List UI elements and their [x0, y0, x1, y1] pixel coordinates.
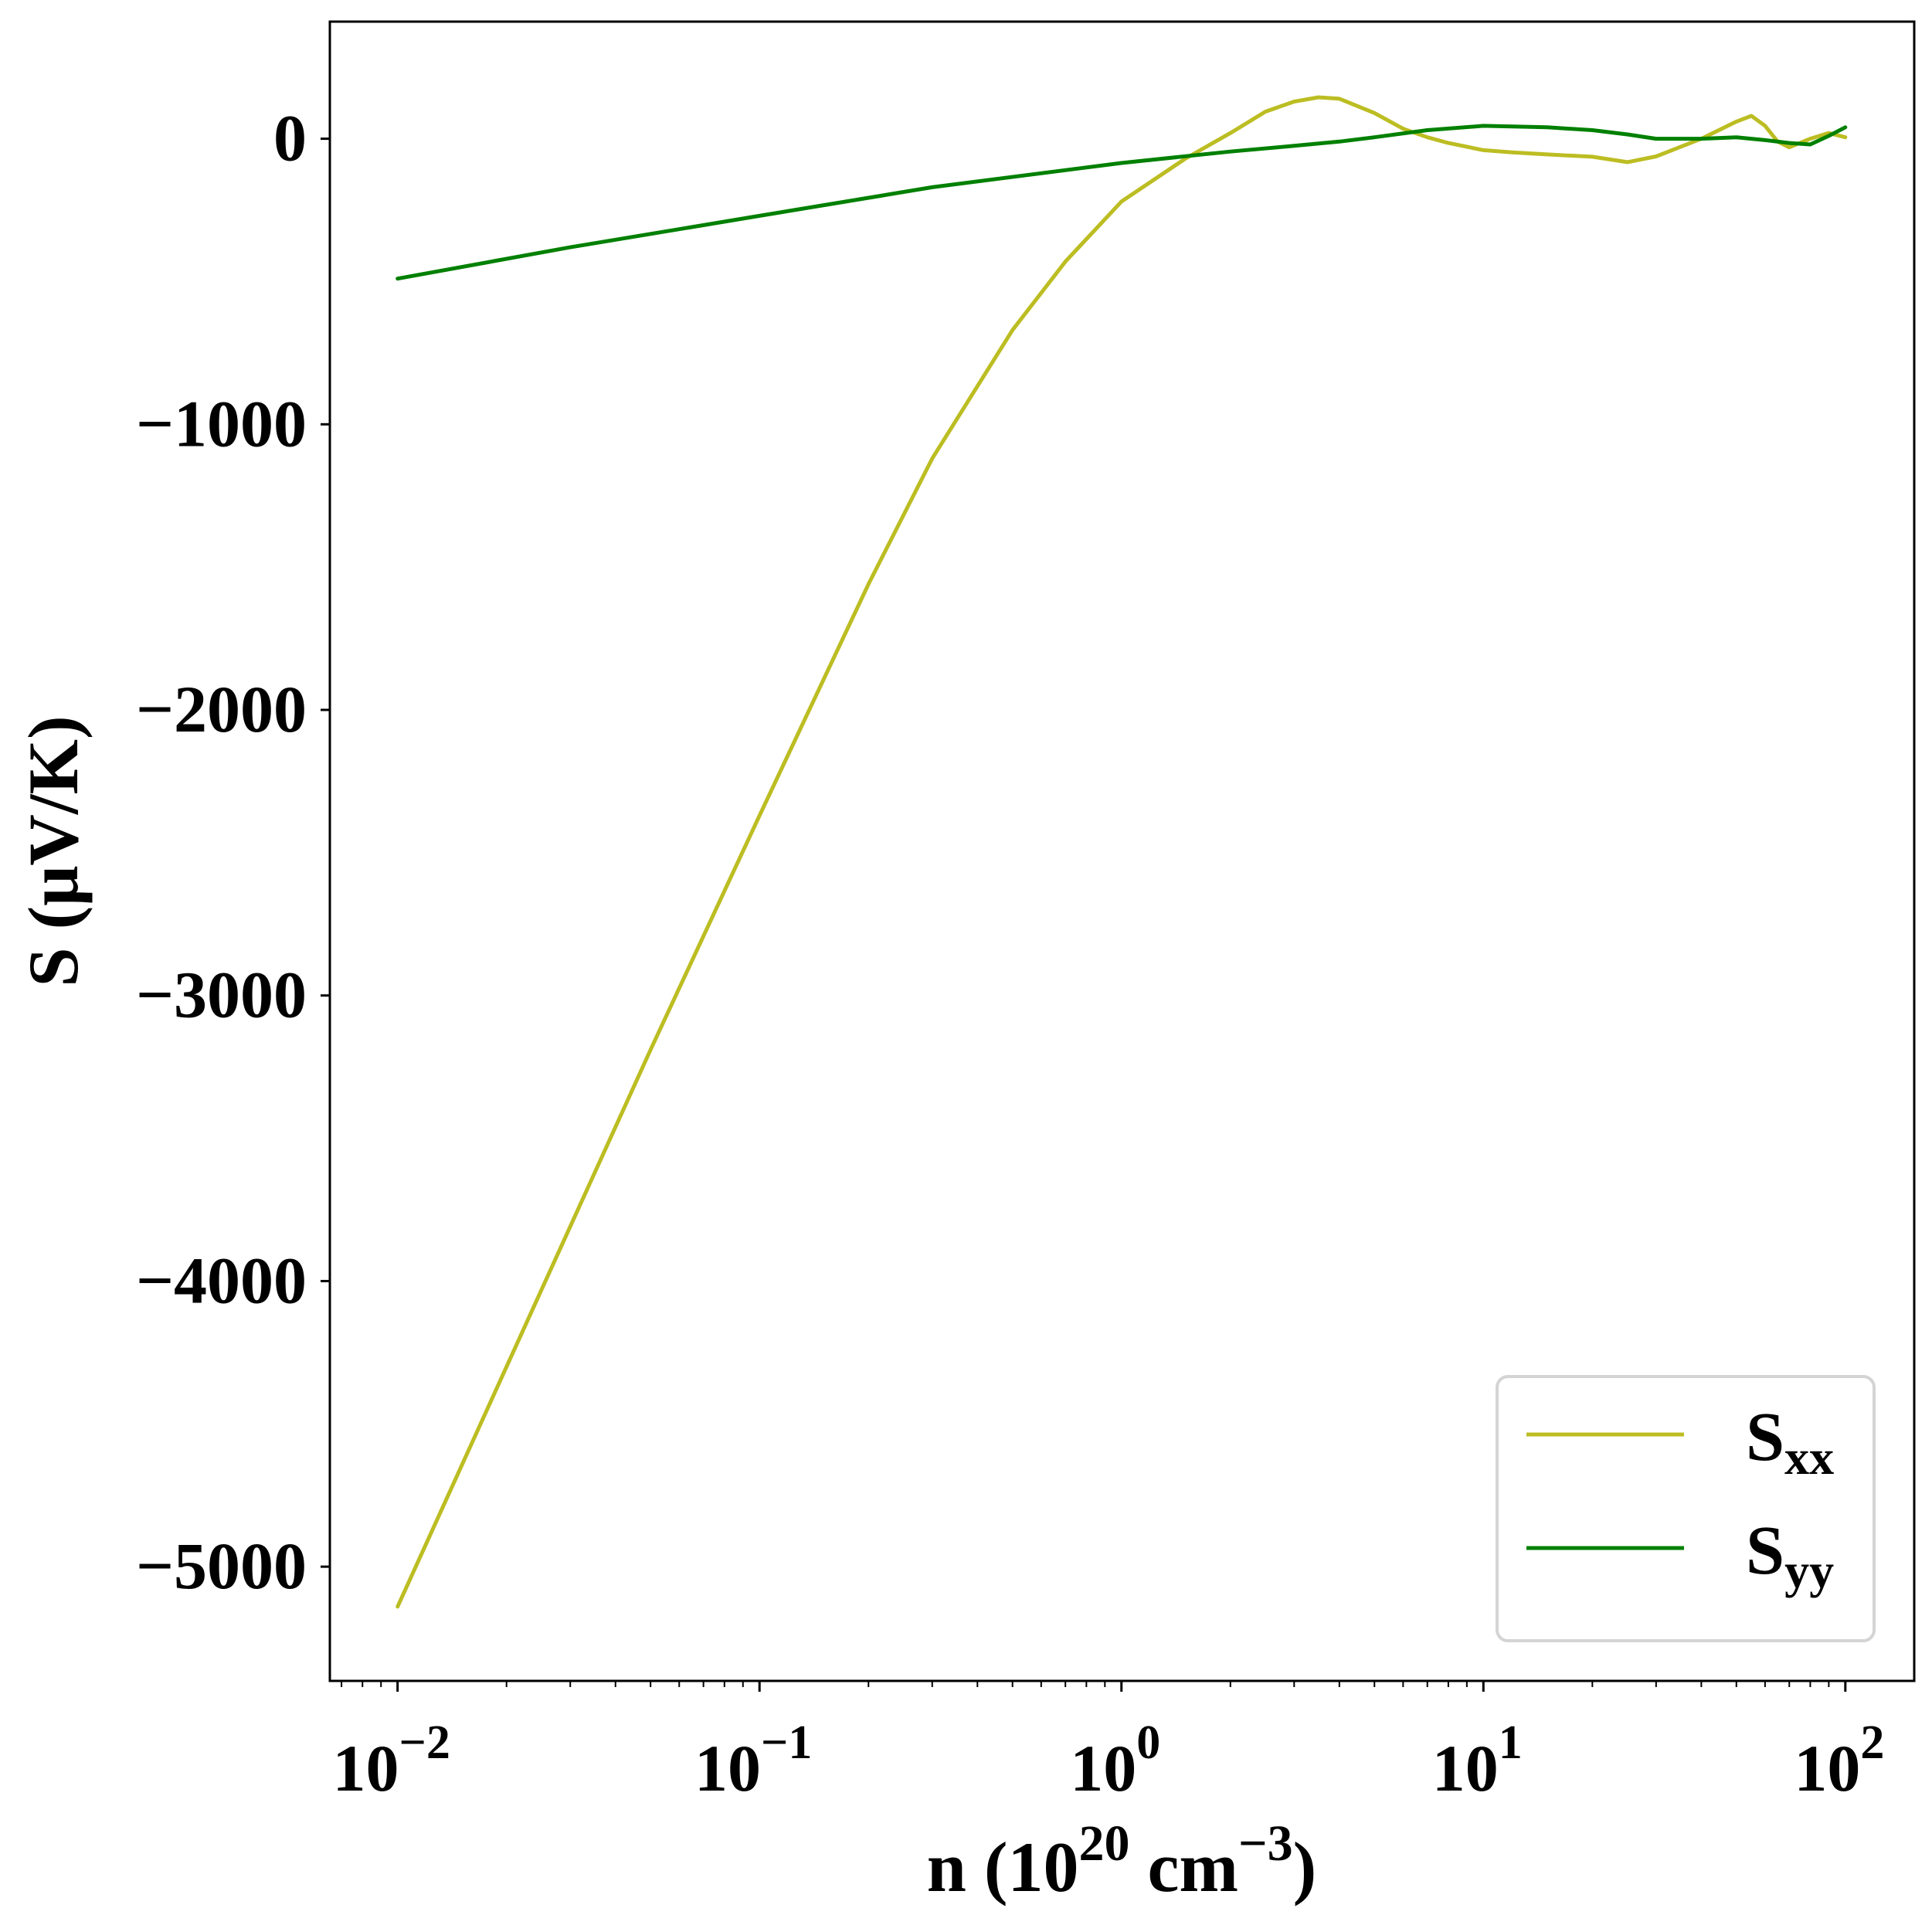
y-tick-label: −4000	[136, 1243, 307, 1317]
x-tick-label: 10−2	[332, 1716, 450, 1805]
y-tick-label: −1000	[136, 386, 307, 460]
x-tick-label: 102	[1794, 1716, 1884, 1805]
series-line-syy	[396, 124, 1848, 281]
x-tick-label: 10−1	[694, 1716, 812, 1805]
x-tick-label: 101	[1432, 1716, 1523, 1805]
y-tick-label: −5000	[136, 1529, 307, 1603]
legend-label-syy: Syy	[1746, 1512, 1834, 1598]
plot-content	[396, 95, 1848, 1609]
x-tick-label: 100	[1070, 1716, 1160, 1805]
x-axis-label: n (1020 cm−3)	[927, 1815, 1317, 1906]
y-tick-label: 0	[273, 101, 307, 175]
y-tick-label: −3000	[136, 958, 307, 1032]
y-axis-ticks: 0 −1000 −2000 −3000 −4000 −5000	[136, 101, 330, 1603]
x-axis-ticks: 10−2 10−1 100 101 102	[332, 1681, 1884, 1805]
y-tick-label: −2000	[136, 672, 307, 746]
legend: Sxx Syy	[1496, 1375, 1876, 1642]
legend-box	[1496, 1375, 1876, 1642]
y-axis-label: S (μV/K)	[14, 715, 93, 986]
legend-label-sxx: Sxx	[1746, 1399, 1834, 1485]
